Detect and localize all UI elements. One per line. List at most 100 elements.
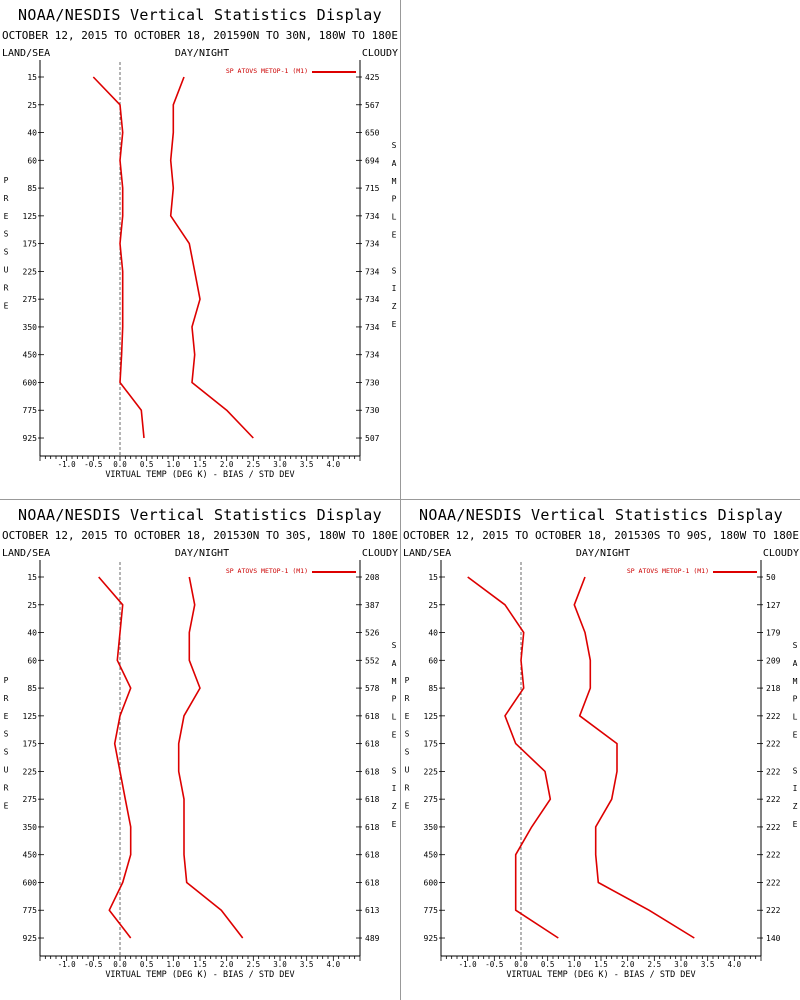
x-tick-label: 2.0 [220,460,234,469]
pressure-level-label: 350 [424,823,439,832]
pressure-level-label: 125 [424,712,439,721]
sample-size-label: 222 [766,878,781,887]
sample-size-label: 179 [766,629,781,638]
x-tick-label: 2.5 [648,960,662,969]
x-tick-label: 3.5 [300,460,314,469]
y2-axis-label-letter: L [793,713,798,722]
pressure-level-label: 275 [424,795,439,804]
x-tick-label: 1.0 [568,960,582,969]
x-tick-label: 1.0 [167,960,181,969]
pressure-level-label: 85 [27,184,37,193]
x-axis-label: VIRTUAL TEMP (DEG K) - BIAS / STD DEV [105,470,294,480]
sample-size-label: 222 [766,795,781,804]
y-axis-label-letter: R [4,694,9,703]
sample-size-label: 618 [365,712,380,721]
y-axis-label-letter: S [405,730,410,739]
pressure-level-label: 25 [27,601,37,610]
pressure-level-label: 600 [424,878,439,887]
std-dev-series-line [177,576,244,939]
surface-label: LAND/SEA [2,48,50,59]
chart-title: NOAA/NESDIS Vertical Statistics Display [419,506,783,524]
pressure-level-label: 40 [428,629,438,638]
sample-size-label: 613 [365,906,380,915]
pressure-level-label: 225 [23,267,38,276]
y2-axis-label-letter: S [392,641,397,650]
pressure-level-label: 775 [23,406,38,415]
y2-axis-label-letter: S [392,266,397,275]
pressure-level-label: 450 [424,851,439,860]
y2-axis-label-letter: E [392,731,397,740]
y-axis-label-letter: P [4,676,9,685]
y2-axis-label-letter: L [392,713,397,722]
y2-axis-label-letter: A [793,659,798,668]
pressure-level-label: 175 [23,240,38,249]
sample-size-label: 50 [766,573,776,582]
y2-axis-label-letter: S [793,641,798,650]
pressure-level-label: 450 [23,851,38,860]
chart-svg: NOAA/NESDIS Vertical Statistics Display O… [403,506,799,980]
pressure-level-label: 40 [27,129,37,138]
x-tick-label: 0.0 [514,960,528,969]
sample-size-label: 734 [365,267,380,276]
y2-axis-label-letter: E [392,820,397,829]
y2-axis-label-letter: I [392,784,397,793]
x-tick-label: 3.0 [273,460,287,469]
x-tick-label: -0.5 [485,960,503,969]
y-axis-label-letter: R [405,783,410,792]
x-tick-label: 0.5 [140,960,154,969]
pressure-level-label: 60 [27,656,37,665]
chart-title: NOAA/NESDIS Vertical Statistics Display [18,506,382,524]
y2-axis-label-letter: I [793,784,798,793]
pressure-level-label: 450 [23,351,38,360]
sample-size-label: 208 [365,573,380,582]
sample-size-label: 127 [766,601,781,610]
pressure-level-label: 925 [23,934,38,943]
y2-axis-label-letter: E [793,731,798,740]
x-tick-label: 0.0 [113,960,127,969]
bias-series-line [98,576,132,939]
legend-label: SP ATOVS METOP-1 (M1) [226,67,308,75]
sample-size-label: 618 [365,740,380,749]
sample-size-label: 734 [365,240,380,249]
chart-svg: NOAA/NESDIS Vertical Statistics Display O… [2,6,398,480]
sample-size-label: 734 [365,212,380,221]
x-tick-label: 0.0 [113,460,127,469]
y2-axis-label-letter: A [392,159,397,168]
std-dev-series-line [573,576,695,939]
panel-divider-horizontal [0,499,800,500]
x-tick-label: 3.5 [701,960,715,969]
sample-size-label: 489 [365,934,380,943]
y-axis-label-letter: R [4,783,9,792]
sample-size-label: 734 [365,323,380,332]
chart-panel-90n-30n: NOAA/NESDIS Vertical Statistics Display O… [0,0,400,500]
sample-size-label: 222 [766,740,781,749]
chart-subtitle: OCTOBER 12, 2015 TO OCTOBER 18, 201530S … [403,530,799,542]
y2-axis-label-letter: I [392,284,397,293]
sample-size-label: 618 [365,767,380,776]
sample-size-label: 730 [365,378,380,387]
x-tick-label: 3.5 [300,960,314,969]
sample-size-label: 567 [365,101,380,110]
chart-subtitle: OCTOBER 12, 2015 TO OCTOBER 18, 201590N … [2,30,398,42]
x-axis-label: VIRTUAL TEMP (DEG K) - BIAS / STD DEV [506,970,695,980]
x-axis-label: VIRTUAL TEMP (DEG K) - BIAS / STD DEV [105,970,294,980]
y2-axis-label-letter: A [392,659,397,668]
sample-size-label: 222 [766,767,781,776]
x-tick-label: 2.0 [621,960,635,969]
y-axis-label-letter: E [4,801,9,810]
x-tick-label: 4.0 [728,960,742,969]
pressure-level-label: 175 [424,740,439,749]
panel-divider-vertical [400,0,401,1000]
empty-panel [401,0,800,500]
pressure-level-label: 40 [27,629,37,638]
sample-size-label: 734 [365,295,380,304]
sample-size-label: 734 [365,351,380,360]
y-axis-label-letter: P [4,176,9,185]
cloud-label: CLOUDY [362,548,398,559]
y-axis-label-letter: E [405,712,410,721]
surface-label: LAND/SEA [403,548,451,559]
pressure-level-label: 25 [27,101,37,110]
sample-size-label: 552 [365,656,380,665]
cloud-label: CLOUDY [763,548,799,559]
time-label: DAY/NIGHT [175,48,229,59]
